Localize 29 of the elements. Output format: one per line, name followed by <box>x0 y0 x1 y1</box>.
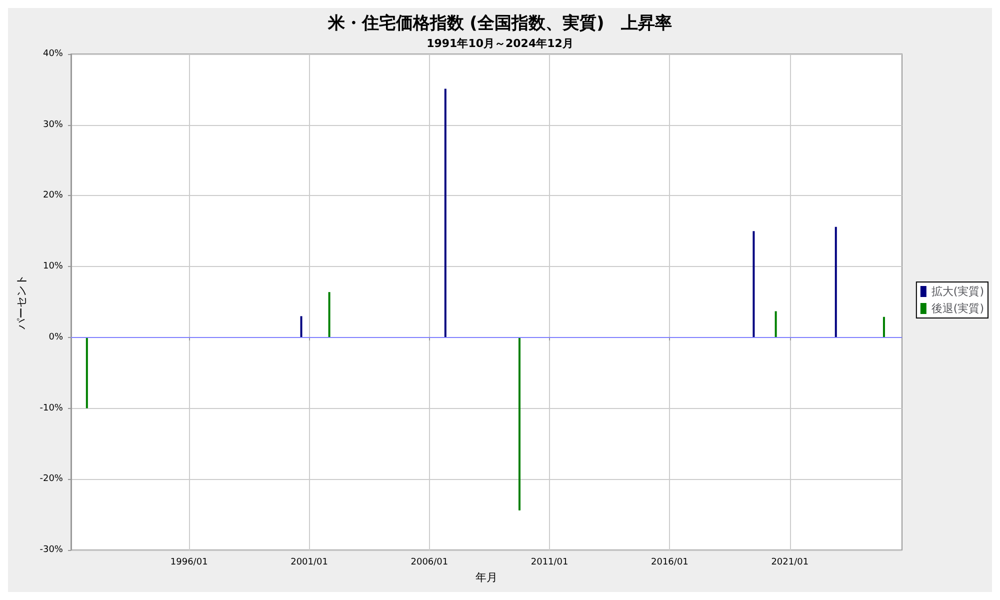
bar <box>86 337 88 408</box>
y-tick-label: 10% <box>42 262 64 272</box>
x-tick-label: 2001/01 <box>290 558 328 568</box>
bar <box>774 311 777 338</box>
bar <box>834 226 837 338</box>
bar <box>882 316 885 338</box>
x-axis-title: 年月 <box>476 571 498 584</box>
x-tick-label: 1996/01 <box>170 558 208 568</box>
y-tick-label: 20% <box>42 190 64 201</box>
bar <box>752 231 755 338</box>
chart-subtitle: 1991年10月～2024年12月 <box>426 37 574 50</box>
legend-label: 後退(実質) <box>931 302 984 315</box>
x-tick-label: 2011/01 <box>530 558 568 568</box>
y-tick-label: 0% <box>48 332 64 342</box>
y-tick-label: 30% <box>42 120 64 130</box>
y-tick-label: 40% <box>42 49 64 59</box>
legend-label: 拡大(実質) <box>931 285 984 298</box>
x-tick-label: 2006/01 <box>410 558 448 568</box>
y-axis-title: パーセント <box>15 274 28 330</box>
y-tick-label: -20% <box>40 474 64 484</box>
y-tick-label: -30% <box>40 545 64 555</box>
y-tick-label: -10% <box>40 403 64 414</box>
x-tick-label: 2021/01 <box>771 558 809 568</box>
x-tick-label: 2016/01 <box>651 558 688 568</box>
bar <box>328 292 330 338</box>
bar <box>300 316 302 338</box>
chart-title: 米・住宅価格指数 (全国指数、実質) 上昇率 <box>326 14 672 34</box>
bar <box>518 337 520 510</box>
bar <box>444 88 446 338</box>
